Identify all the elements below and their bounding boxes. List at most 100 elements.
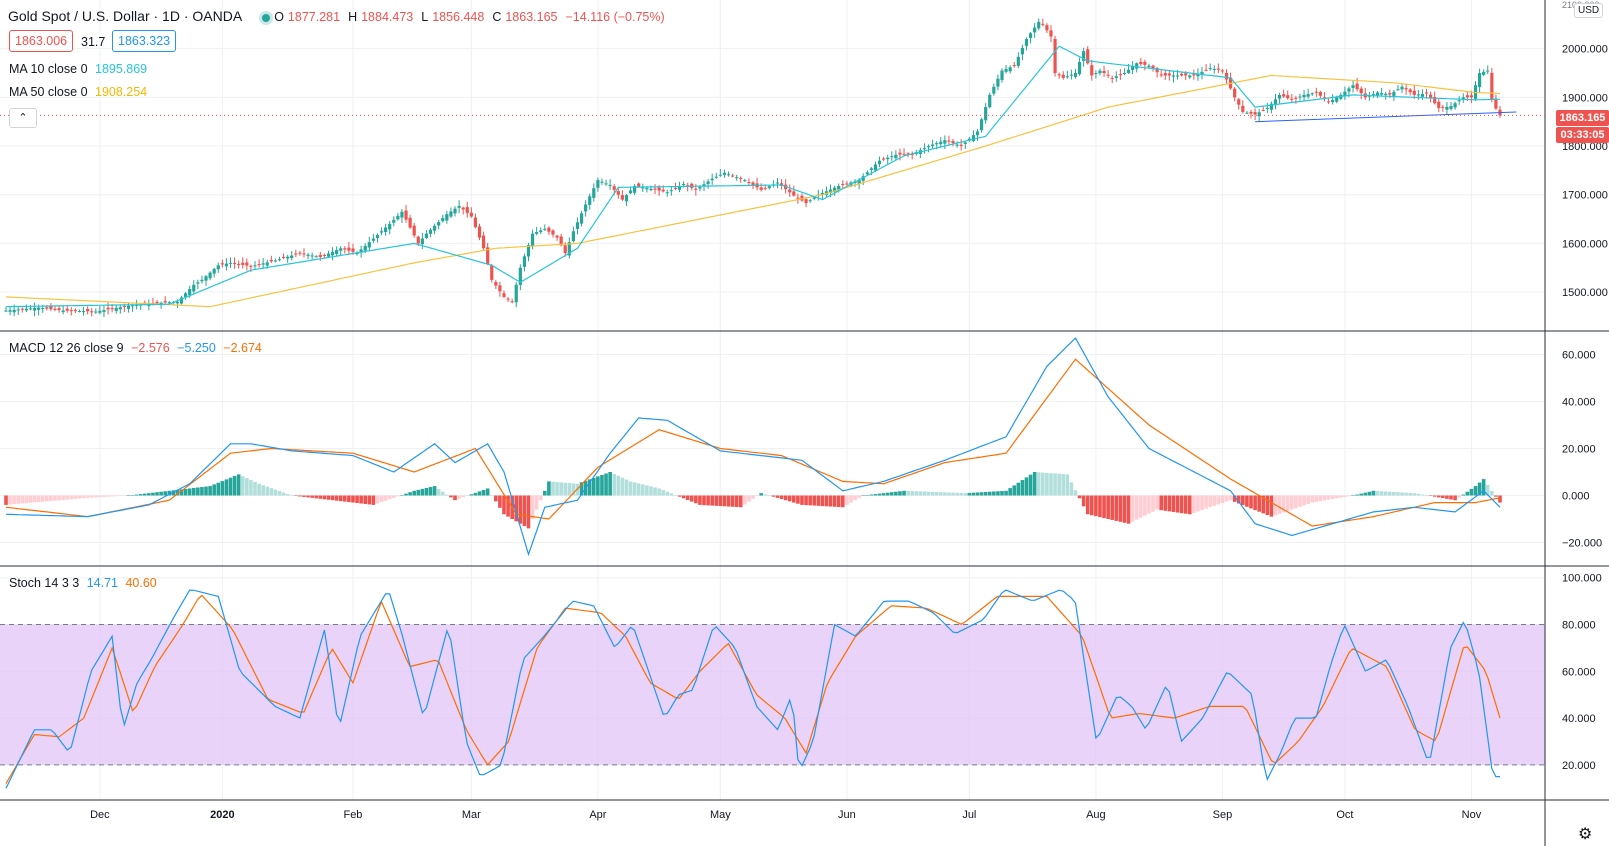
macd-histogram-bar bbox=[645, 485, 649, 496]
macd-histogram-bar bbox=[1375, 491, 1380, 496]
candle bbox=[1163, 73, 1167, 76]
y-tick-label: 1800.000 bbox=[1562, 141, 1608, 153]
candle bbox=[959, 144, 963, 147]
macd-histogram-bar bbox=[1143, 495, 1147, 516]
macd-histogram-bar bbox=[1187, 495, 1192, 515]
macd-histogram-bar bbox=[1379, 491, 1384, 496]
candle bbox=[449, 211, 453, 217]
candle bbox=[767, 186, 771, 189]
ma10-legend[interactable]: MA 10 close 0 1895.869 bbox=[9, 62, 151, 76]
macd-histogram-bar bbox=[992, 491, 996, 496]
macd-histogram-bar bbox=[249, 479, 253, 496]
candle bbox=[257, 264, 261, 266]
macd-histogram-bar bbox=[1481, 479, 1486, 496]
candle bbox=[1261, 109, 1265, 111]
macd-histogram-bar bbox=[1036, 472, 1041, 496]
current-price-tag: 1863.165 bbox=[1556, 110, 1609, 126]
macd-histogram-bar bbox=[20, 495, 25, 504]
macd-histogram-bar bbox=[1241, 495, 1245, 506]
macd-histogram-bar bbox=[151, 492, 155, 496]
macd-histogram-bar bbox=[579, 482, 584, 496]
macd-histogram-bar bbox=[1094, 495, 1098, 517]
candle bbox=[1065, 76, 1069, 78]
candle bbox=[1024, 38, 1029, 46]
macd-histogram-bar bbox=[1253, 495, 1257, 511]
macd-histogram-bar bbox=[159, 491, 163, 496]
macd-histogram-bar bbox=[208, 486, 212, 496]
stoch-d-value: 40.60 bbox=[125, 576, 157, 590]
macd-histogram-bar bbox=[955, 492, 959, 496]
macd-histogram-bar bbox=[4, 495, 8, 505]
macd-histogram-bar bbox=[1102, 495, 1106, 519]
macd-histogram-bar bbox=[318, 495, 323, 499]
collapse-legend-button[interactable]: ⌃ bbox=[9, 108, 37, 128]
macd-histogram-bar bbox=[179, 489, 184, 496]
candle bbox=[400, 211, 404, 218]
candle bbox=[110, 308, 114, 310]
candle bbox=[514, 284, 518, 303]
macd-histogram-bar bbox=[343, 495, 347, 502]
macd-histogram-bar bbox=[628, 481, 633, 496]
candle bbox=[633, 185, 637, 193]
candle bbox=[555, 235, 559, 238]
buy-price-button[interactable]: 1863.323 bbox=[112, 30, 177, 52]
macd-histogram-bar bbox=[171, 490, 176, 496]
candle bbox=[873, 164, 878, 171]
currency-label[interactable]: USD bbox=[1574, 3, 1604, 18]
macd-histogram-bar bbox=[1216, 495, 1221, 505]
macd-histogram-bar bbox=[1236, 495, 1241, 504]
ma50-legend[interactable]: MA 50 close 0 1908.254 bbox=[9, 85, 151, 99]
macd-histogram-bar bbox=[322, 495, 327, 500]
macd-signal-line bbox=[5, 358, 1501, 527]
x-tick-label: Nov bbox=[1462, 809, 1482, 821]
macd-histogram-bar bbox=[1122, 495, 1127, 523]
candle bbox=[1033, 27, 1037, 33]
settings-gear-icon[interactable]: ⚙ bbox=[1578, 826, 1593, 843]
macd-histogram-bar bbox=[885, 492, 890, 496]
macd-histogram-bar bbox=[77, 495, 82, 499]
candle bbox=[441, 218, 445, 222]
macd-histogram-bar bbox=[861, 495, 866, 496]
macd-label: MACD 12 26 close 9 bbox=[9, 341, 124, 355]
macd-histogram-bar bbox=[914, 491, 919, 496]
macd-histogram-bar bbox=[1171, 495, 1176, 512]
macd-histogram-bar bbox=[665, 491, 670, 496]
candle bbox=[212, 268, 216, 274]
macd-histogram-bar bbox=[922, 491, 927, 496]
candle bbox=[1326, 101, 1331, 103]
macd-legend[interactable]: MACD 12 26 close 9 −2.576 −5.250 −2.674 bbox=[9, 341, 266, 355]
macd-histogram-bar bbox=[114, 495, 119, 497]
macd-histogram-bar bbox=[485, 488, 490, 496]
macd-histogram-bar bbox=[216, 482, 221, 496]
candle bbox=[343, 248, 347, 250]
y-tick-label: 1500.000 bbox=[1562, 287, 1608, 299]
candle bbox=[539, 230, 543, 233]
macd-histogram-bar bbox=[1265, 495, 1270, 516]
symbol-title[interactable]: Gold Spot / U.S. Dollar · 1D · OANDA bbox=[8, 8, 243, 24]
macd-histogram-bar bbox=[200, 487, 204, 496]
candle bbox=[698, 187, 702, 189]
macd-histogram-bar bbox=[1387, 491, 1392, 496]
macd-histogram-bar bbox=[281, 492, 286, 496]
macd-histogram-bar bbox=[1020, 480, 1025, 496]
macd-histogram-bar bbox=[1073, 490, 1078, 496]
macd-histogram-bar bbox=[975, 492, 980, 496]
macd-histogram-bar bbox=[494, 495, 498, 502]
macd-histogram-bar bbox=[453, 495, 457, 501]
macd-histogram-bar bbox=[469, 494, 474, 496]
candle bbox=[396, 215, 400, 220]
macd-histogram-bar bbox=[1167, 495, 1172, 512]
macd-histogram-bar bbox=[889, 492, 894, 496]
sell-price-button[interactable]: 1863.006 bbox=[9, 30, 74, 52]
stoch-legend[interactable]: Stoch 14 3 3 14.71 40.60 bbox=[9, 576, 161, 590]
macd-histogram-bar bbox=[1314, 495, 1319, 502]
change-value: −14.116 (−0.75%) bbox=[565, 10, 665, 24]
candle bbox=[943, 140, 947, 144]
macd-histogram-bar bbox=[640, 484, 645, 496]
candle bbox=[947, 140, 951, 142]
macd-histogram-bar bbox=[110, 495, 114, 497]
macd-histogram-bar bbox=[918, 491, 923, 496]
macd-histogram-bar bbox=[1477, 482, 1482, 496]
candle bbox=[1167, 73, 1171, 76]
